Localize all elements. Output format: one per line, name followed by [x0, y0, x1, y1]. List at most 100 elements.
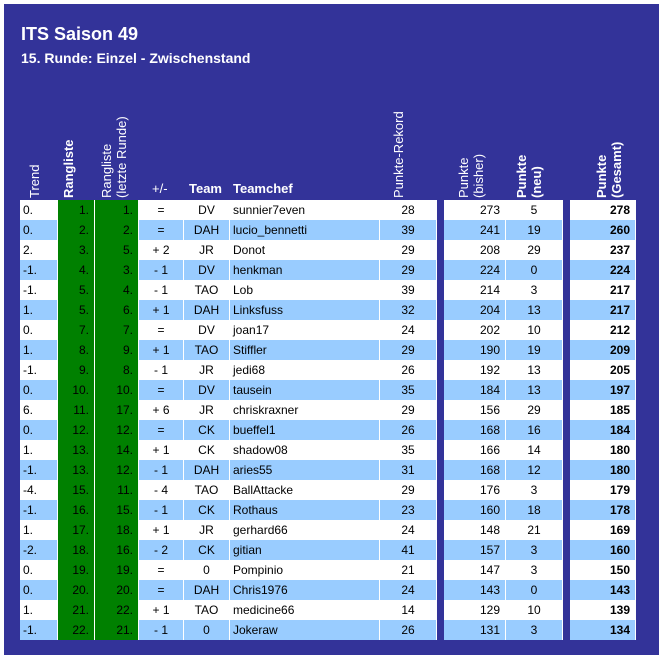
cell-neu: 29	[506, 400, 563, 420]
cell-team: JR	[184, 360, 230, 380]
cell-neu: 3	[506, 280, 563, 300]
cell-teamchef: chriskraxner	[230, 400, 380, 420]
cell-neu: 5	[506, 200, 563, 220]
cell-prev-rank: 20.	[95, 580, 139, 600]
cell-rank: 8.	[58, 340, 95, 360]
cell-rekord: 29	[380, 260, 437, 280]
cell-prev-rank: 19.	[95, 560, 139, 580]
cell-gesamt: 143	[570, 580, 636, 600]
cell-rank: 1.	[58, 200, 95, 220]
cell-rank: 11.	[58, 400, 95, 420]
header-team: Team	[189, 181, 222, 196]
cell-rekord: 29	[380, 400, 437, 420]
cell-gesamt: 209	[570, 340, 636, 360]
cell-bisher: 204	[444, 300, 506, 320]
cell-neu: 0	[506, 260, 563, 280]
cell-rank: 3.	[58, 240, 95, 260]
cell-rekord: 21	[380, 560, 437, 580]
cell-rekord: 24	[380, 520, 437, 540]
cell-bisher: 147	[444, 560, 506, 580]
cell-trend: 0.	[20, 420, 58, 440]
cell-gesamt: 217	[570, 280, 636, 300]
cell-prev-rank: 21.	[95, 620, 139, 640]
cell-bisher: 192	[444, 360, 506, 380]
cell-bisher: 160	[444, 500, 506, 520]
cell-plusminus: =	[139, 560, 184, 580]
cell-team: DAH	[184, 300, 230, 320]
cell-trend: -1.	[20, 280, 58, 300]
cell-teamchef: Chris1976	[230, 580, 380, 600]
cell-rekord: 39	[380, 220, 437, 240]
cell-teamchef: jedi68	[230, 360, 380, 380]
cell-teamchef: henkman	[230, 260, 380, 280]
cell-rekord: 26	[380, 420, 437, 440]
cell-gesamt: 160	[570, 540, 636, 560]
cell-prev-rank: 1.	[95, 200, 139, 220]
cell-prev-rank: 22.	[95, 600, 139, 620]
cell-plusminus: + 1	[139, 520, 184, 540]
cell-teamchef: BallAttacke	[230, 480, 380, 500]
column-gap	[563, 200, 570, 640]
cell-team: TAO	[184, 600, 230, 620]
cell-rank: 19.	[58, 560, 95, 580]
cell-neu: 12	[506, 460, 563, 480]
standings-sheet: ITS Saison 49 15. Runde: Einzel - Zwisch…	[4, 4, 659, 655]
header-gesamt-line1: Punkte	[594, 154, 609, 198]
cell-prev-rank: 3.	[95, 260, 139, 280]
cell-plusminus: - 1	[139, 460, 184, 480]
cell-rekord: 35	[380, 440, 437, 460]
cell-gesamt: 217	[570, 300, 636, 320]
cell-rekord: 26	[380, 360, 437, 380]
cell-teamchef: gitian	[230, 540, 380, 560]
cell-rank: 10.	[58, 380, 95, 400]
cell-trend: 0.	[20, 320, 58, 340]
cell-teamchef: sunnier7even	[230, 200, 380, 220]
cell-trend: -2.	[20, 540, 58, 560]
cell-gesamt: 178	[570, 500, 636, 520]
cell-trend: 1.	[20, 520, 58, 540]
cell-team: JR	[184, 240, 230, 260]
header-plusminus: +/-	[152, 181, 168, 196]
cell-prev-rank: 10.	[95, 380, 139, 400]
cell-teamchef: Rothaus	[230, 500, 380, 520]
cell-teamchef: Lob	[230, 280, 380, 300]
cell-bisher: 168	[444, 420, 506, 440]
cell-trend: -1.	[20, 500, 58, 520]
cell-neu: 19	[506, 220, 563, 240]
cell-gesamt: 212	[570, 320, 636, 340]
cell-trend: 0.	[20, 220, 58, 240]
cell-team: DV	[184, 200, 230, 220]
cell-rekord: 29	[380, 480, 437, 500]
cell-neu: 3	[506, 540, 563, 560]
cell-rank: 22.	[58, 620, 95, 640]
cell-team: DV	[184, 260, 230, 280]
cell-bisher: 208	[444, 240, 506, 260]
cell-trend: -1.	[20, 620, 58, 640]
header-teamchef: Teamchef	[233, 181, 293, 196]
cell-rekord: 28	[380, 200, 437, 220]
cell-plusminus: - 1	[139, 360, 184, 380]
cell-gesamt: 197	[570, 380, 636, 400]
cell-teamchef: aries55	[230, 460, 380, 480]
cell-trend: 1.	[20, 600, 58, 620]
cell-team: JR	[184, 400, 230, 420]
cell-plusminus: =	[139, 200, 184, 220]
cell-neu: 13	[506, 380, 563, 400]
cell-prev-rank: 16.	[95, 540, 139, 560]
cell-neu: 14	[506, 440, 563, 460]
header-gesamt-line2: (Gesamt)	[609, 141, 624, 198]
cell-teamchef: Pompinio	[230, 560, 380, 580]
cell-plusminus: + 6	[139, 400, 184, 420]
cell-neu: 13	[506, 300, 563, 320]
cell-neu: 13	[506, 360, 563, 380]
cell-rank: 5.	[58, 300, 95, 320]
cell-prev-rank: 6.	[95, 300, 139, 320]
header-punkte-rekord: Punkte-Rekord	[391, 111, 406, 198]
cell-rank: 4.	[58, 260, 95, 280]
cell-plusminus: - 2	[139, 540, 184, 560]
cell-gesamt: 260	[570, 220, 636, 240]
cell-rank: 12.	[58, 420, 95, 440]
cell-rekord: 24	[380, 320, 437, 340]
cell-trend: -1.	[20, 460, 58, 480]
cell-trend: 0.	[20, 560, 58, 580]
